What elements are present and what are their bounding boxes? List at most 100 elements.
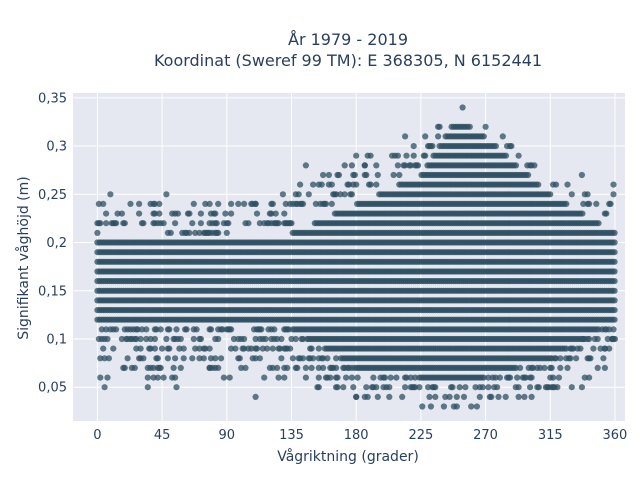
y-tick-label: 0,15 (38, 284, 67, 299)
data-point (173, 326, 180, 333)
data-point (361, 162, 368, 169)
data-point (563, 200, 570, 207)
data-point (364, 393, 371, 400)
data-point (333, 355, 340, 362)
data-point (315, 374, 322, 381)
data-point (432, 393, 439, 400)
data-point (308, 364, 315, 371)
data-point (348, 191, 355, 198)
data-point (94, 229, 101, 236)
data-point (396, 171, 403, 179)
data-point (320, 364, 327, 371)
data-point (528, 374, 535, 381)
data-point (225, 220, 232, 227)
data-point (157, 364, 164, 371)
data-point (611, 249, 618, 256)
data-point (100, 345, 107, 352)
data-point (105, 355, 112, 362)
data-point (611, 287, 618, 294)
data-point (334, 384, 341, 391)
data-point (492, 143, 499, 150)
x-tick-label: 45 (154, 428, 171, 443)
data-point (261, 374, 268, 381)
data-point (197, 220, 204, 227)
x-tick-label: 180 (344, 428, 369, 443)
y-tick-label: 0,25 (38, 188, 67, 203)
data-point (269, 345, 276, 352)
data-point (279, 191, 286, 198)
data-point (212, 210, 219, 217)
data-point (253, 210, 261, 217)
data-point (104, 374, 111, 381)
data-point (410, 143, 417, 150)
data-point (118, 210, 125, 217)
data-point (425, 143, 432, 150)
data-point (223, 229, 230, 236)
data-point (603, 210, 610, 217)
data-point (480, 133, 487, 140)
data-point (151, 345, 158, 352)
data-point (200, 355, 207, 362)
data-point (547, 191, 554, 198)
data-point (363, 171, 370, 179)
x-tick-label: 225 (408, 428, 433, 443)
data-point (432, 384, 439, 391)
data-point (450, 403, 457, 410)
data-point (611, 229, 618, 236)
data-point (341, 191, 348, 198)
data-point (206, 200, 213, 207)
data-point (351, 171, 358, 179)
data-point (334, 374, 341, 381)
data-point (164, 355, 171, 362)
data-point (353, 181, 360, 188)
data-point (499, 133, 506, 140)
data-point (310, 355, 317, 362)
data-point (144, 374, 151, 381)
data-point (206, 364, 213, 371)
data-point (100, 200, 107, 207)
data-point (163, 335, 170, 343)
data-point (215, 335, 222, 343)
data-point (140, 220, 147, 227)
data-point (374, 393, 381, 400)
data-point (568, 384, 575, 391)
data-point (292, 335, 299, 343)
data-point (567, 355, 574, 362)
data-point (228, 210, 235, 217)
data-point (160, 220, 167, 227)
data-point (315, 345, 322, 352)
data-point (600, 355, 607, 362)
data-point (156, 210, 163, 217)
data-point (264, 345, 271, 352)
data-point (174, 210, 181, 217)
data-point (610, 191, 617, 198)
data-point (386, 384, 393, 391)
data-point (236, 355, 243, 362)
data-point (525, 171, 532, 179)
data-point (557, 364, 564, 371)
data-point (611, 297, 618, 304)
data-point (367, 181, 374, 188)
data-point (594, 335, 601, 343)
data-point (206, 345, 213, 352)
data-point (285, 326, 292, 333)
data-point (524, 162, 531, 169)
data-point (557, 355, 564, 362)
data-point (354, 374, 361, 381)
data-point (189, 220, 196, 227)
data-point (340, 384, 347, 391)
data-point (287, 345, 294, 352)
data-point (341, 162, 348, 169)
data-point (462, 384, 469, 391)
data-point (113, 220, 120, 227)
data-point (189, 355, 196, 362)
data-point (488, 393, 495, 400)
data-point (124, 355, 131, 362)
data-point (564, 181, 571, 188)
data-point (213, 220, 220, 227)
y-tick-label: 0,35 (38, 91, 67, 106)
data-point (159, 345, 166, 352)
data-point (228, 326, 235, 333)
data-point (426, 393, 433, 400)
